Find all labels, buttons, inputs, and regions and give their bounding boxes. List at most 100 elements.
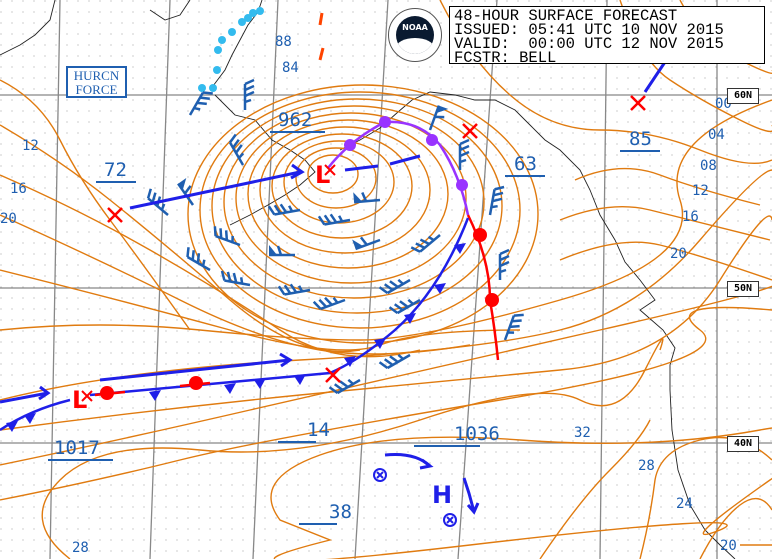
header-forecaster: FCSTR: BELL <box>454 49 557 67</box>
occluded-front-symbol <box>456 179 468 191</box>
isobar-label: 88 <box>275 34 292 50</box>
ice-edge-dot <box>213 66 221 74</box>
hurcn-line2: FORCE <box>75 82 118 97</box>
cold-front-triangle <box>24 413 36 424</box>
cold-front-triangle <box>6 421 18 432</box>
isobar-label: 12 <box>692 183 709 199</box>
isobar-ring <box>259 126 431 254</box>
cold-front-triangle <box>404 313 416 324</box>
forecast-value: 38 <box>329 501 352 523</box>
isobar-ring <box>223 105 485 299</box>
isobar-label: 16 <box>682 209 699 225</box>
logo-text: NOAA <box>402 23 428 32</box>
x-marker <box>630 95 646 111</box>
ice-edge-dot <box>238 18 246 26</box>
warm-front-semicircle <box>100 386 114 400</box>
pressure-label-1017: 1017 <box>54 437 100 459</box>
isobar-label: 08 <box>700 158 717 174</box>
isobar-ring <box>235 112 467 284</box>
isobar-ring <box>247 119 449 269</box>
hurcn-line1: HURCN <box>73 68 120 83</box>
isobar-label: 32 <box>574 425 591 441</box>
x-marker <box>462 123 478 139</box>
low-isobar-rings <box>187 84 539 344</box>
warm-front-semicircle <box>189 376 203 390</box>
cold-front-main <box>89 217 470 397</box>
ice-edge-dot <box>228 28 236 36</box>
lat-label-50n: 50N <box>727 281 759 297</box>
circle-x-icon <box>373 468 387 482</box>
forecast-header: 48-HOUR SURFACE FORECAST ISSUED: 05:41 UT… <box>449 6 765 67</box>
circle-x-icon <box>443 513 457 527</box>
position-markers <box>107 95 646 383</box>
isobar-label: 28 <box>72 540 89 556</box>
low-center-962: L <box>315 161 336 189</box>
high-symbol: H <box>432 481 452 509</box>
isobar-label: 28 <box>638 458 655 474</box>
noaa-logo: NOAA <box>388 8 442 62</box>
cold-front-triangle <box>434 283 446 294</box>
warm-front-semicircle <box>485 293 499 307</box>
isobar-label: 20 <box>0 211 17 227</box>
storm-track-5 <box>643 61 667 93</box>
ice-edge-dot <box>214 46 222 54</box>
isobar-label: 20 <box>720 538 737 554</box>
ice-edge <box>198 7 264 92</box>
pressure-label-962: 962 <box>278 109 312 131</box>
label-underlines <box>48 131 660 525</box>
cold-front-secondary <box>0 398 71 432</box>
storm-track-3 <box>99 358 291 382</box>
lat-label-60n: 60N <box>727 88 759 104</box>
pressure-label-1036: 1036 <box>454 423 500 445</box>
low-center-1017: L <box>72 386 93 414</box>
forecast-value: 85 <box>629 128 652 150</box>
storm-track-1 <box>129 170 301 210</box>
lat-label-40n: 40N <box>727 436 759 452</box>
ice-edge-dot <box>244 14 252 22</box>
cold-front-triangle <box>344 356 356 367</box>
low-symbol: L <box>315 161 330 189</box>
low-symbol: L <box>72 386 87 414</box>
ice-edge-dot <box>249 9 257 17</box>
meridian <box>599 0 608 559</box>
isobar-ring <box>187 84 539 344</box>
isobar-label: 24 <box>676 496 693 512</box>
cold-front-triangle <box>374 338 386 349</box>
cold-front-triangle <box>454 243 466 254</box>
cold-front-triangle <box>149 390 161 401</box>
hurricane-force-box: HURCN FORCE <box>66 66 127 98</box>
front-symbols <box>6 116 499 432</box>
occluded-front-symbol <box>344 139 356 151</box>
header-issued: ISSUED: 05:41 UTC 10 NOV 2015 <box>454 21 724 39</box>
circle-x-icons <box>373 468 457 527</box>
x-marker <box>325 367 341 383</box>
header-title: 48-HOUR SURFACE FORECAST <box>454 7 678 25</box>
cold-front-triangle <box>254 378 266 389</box>
isobar-label: 20 <box>670 246 687 262</box>
occluded-front-symbol <box>426 134 438 146</box>
forecast-value: 63 <box>514 153 537 175</box>
isobar-ring <box>307 154 359 194</box>
isobar-label: 16 <box>10 181 27 197</box>
storm-track-4 <box>0 391 49 404</box>
isobar-label: 12 <box>22 138 39 154</box>
occluded-front-symbol <box>379 116 391 128</box>
isobar-ring <box>199 91 521 329</box>
isobar-label: 04 <box>708 127 725 143</box>
forecast-value: 72 <box>104 159 127 181</box>
ice-edge-dot <box>256 7 264 15</box>
cold-front-triangle <box>224 383 236 394</box>
ice-edge-dot <box>198 84 206 92</box>
storm-track-2 <box>344 154 421 172</box>
meridian <box>49 0 61 559</box>
x-marker <box>107 207 123 223</box>
isobar-ring <box>211 98 503 314</box>
ice-edge-dot <box>218 36 226 44</box>
isobar-ring <box>295 147 377 209</box>
warm-front-semicircle <box>473 228 487 242</box>
cold-front-triangle <box>294 374 306 385</box>
isobar-ring <box>271 133 413 239</box>
isobar-label: 84 <box>282 60 299 76</box>
